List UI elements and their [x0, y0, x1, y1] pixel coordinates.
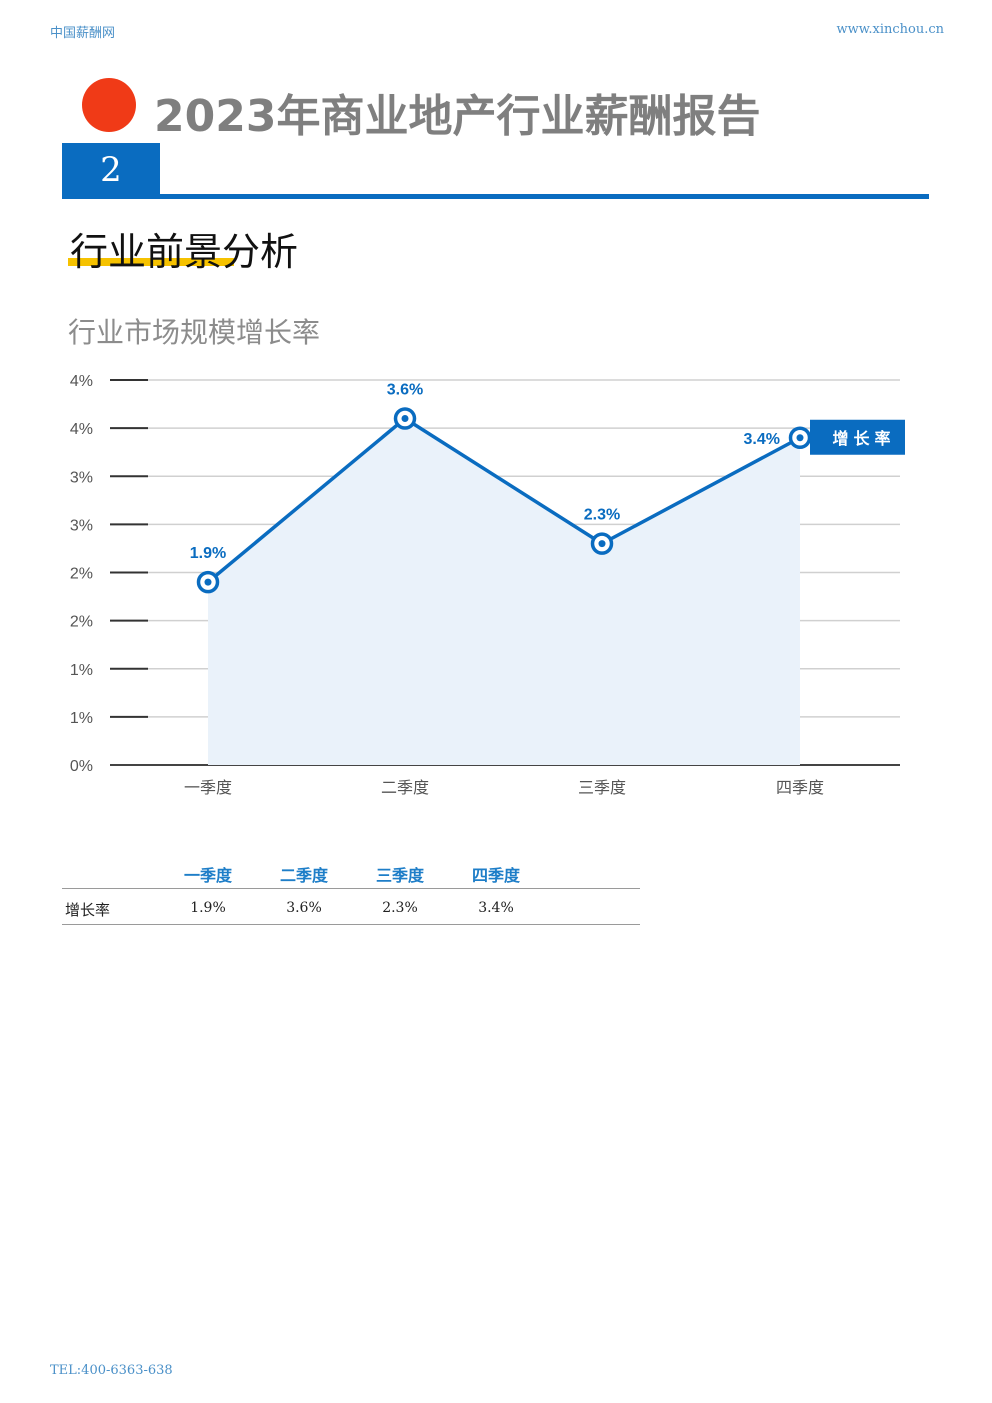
table-row: 增长率 1.9% 3.6% 2.3% 3.4% — [62, 889, 640, 925]
y-tick-label: 4% — [70, 421, 93, 438]
table-cell-q3: 2.3% — [382, 900, 418, 916]
chart-title: 行业市场规模增长率 — [68, 316, 321, 349]
table-cell-q2: 3.6% — [286, 900, 322, 916]
y-tick-label: 2% — [70, 566, 93, 583]
y-tick-label: 3% — [70, 517, 93, 534]
table-header-q2: 二季度 — [279, 866, 328, 885]
x-tick-label: 四季度 — [776, 779, 824, 797]
section-divider — [62, 194, 929, 199]
growth-rate-chart: 1.9% 3.6% 2.3% 3.4% 0% 1% 1% 2% 2% 3% 3% 4% 4% 一季度 二季… — [70, 373, 905, 797]
section-title-highlight — [68, 258, 234, 266]
section-title: 行业前景分析 — [70, 230, 299, 274]
section-number-box — [62, 143, 160, 195]
y-tick-label: 1% — [70, 710, 93, 727]
data-label: 3.6% — [387, 382, 423, 399]
site-name: 中国薪酬网 — [50, 26, 116, 41]
title-bullet-icon — [82, 78, 136, 132]
data-point-center — [401, 415, 409, 422]
table-cell-q4: 3.4% — [478, 900, 514, 916]
data-label: 1.9% — [190, 545, 226, 562]
table-header-q1: 一季度 — [183, 866, 232, 885]
y-tick-label: 2% — [70, 614, 93, 631]
series-area — [208, 418, 800, 765]
y-tick-label: 3% — [70, 469, 93, 486]
y-tick-label: 1% — [70, 662, 93, 679]
series-line — [206, 416, 801, 584]
footer-tel: TEL:400-6363-638 — [50, 1363, 173, 1378]
legend-label: 增长率 — [832, 429, 895, 448]
data-label: 2.3% — [584, 507, 620, 524]
section-number: 2 — [100, 150, 122, 190]
x-tick-label: 三季度 — [578, 779, 626, 797]
data-point-center — [796, 434, 804, 442]
report-title: 2023年商业地产行业薪酬报告 — [154, 91, 761, 142]
data-table: 一季度 二季度 三季度 四季度 增长率 1.9% 3.6% 2.3% 3.4% — [62, 856, 640, 925]
x-tick-label: 一季度 — [184, 779, 232, 797]
table-header-q4: 四季度 — [471, 866, 520, 885]
legend-box — [810, 419, 905, 455]
y-tick-label: 0% — [70, 758, 93, 775]
x-tick-label: 二季度 — [381, 779, 429, 797]
data-point-center — [598, 540, 606, 548]
y-tick-label: 4% — [70, 373, 93, 390]
data-point-center — [204, 578, 212, 586]
data-label: 3.4% — [744, 431, 780, 448]
table-row-label: 增长率 — [65, 901, 111, 919]
table-cell-q1: 1.9% — [190, 900, 226, 916]
table-header-q3: 三季度 — [375, 866, 424, 885]
site-url[interactable]: www.xinchou.cn — [836, 22, 944, 37]
table-header-row: 一季度 二季度 三季度 四季度 — [62, 856, 640, 889]
